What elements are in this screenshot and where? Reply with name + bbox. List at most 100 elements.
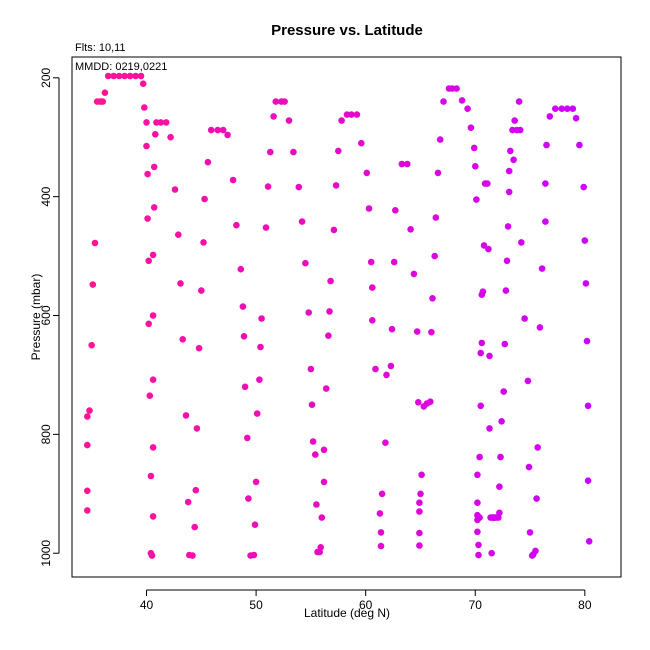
data-point-45 bbox=[177, 280, 184, 287]
data-point-73 bbox=[251, 521, 259, 528]
data-point-103 bbox=[322, 385, 330, 392]
data-point-109 bbox=[335, 147, 342, 155]
data-point-137 bbox=[416, 499, 423, 507]
data-point-219 bbox=[538, 265, 546, 272]
data-point-24 bbox=[144, 215, 151, 222]
data-point-68 bbox=[241, 383, 249, 391]
data-point-149 bbox=[432, 214, 440, 221]
y-axis-label: Pressure (mbar) bbox=[29, 274, 43, 361]
data-point-110 bbox=[338, 117, 345, 124]
data-point-218 bbox=[536, 324, 544, 331]
data-point-5 bbox=[88, 341, 95, 349]
data-point-75 bbox=[253, 410, 261, 417]
data-point-196 bbox=[502, 287, 510, 294]
data-point-106 bbox=[327, 277, 334, 285]
data-point-203 bbox=[510, 156, 517, 164]
data-point-199 bbox=[505, 188, 513, 196]
data-point-230 bbox=[580, 183, 587, 191]
plot-area-frame bbox=[71, 56, 622, 578]
data-point-220 bbox=[542, 218, 549, 225]
data-point-127 bbox=[387, 362, 395, 370]
data-point-63 bbox=[229, 176, 237, 184]
data-point-1 bbox=[84, 487, 91, 495]
data-point-72 bbox=[250, 551, 258, 559]
data-point-105 bbox=[326, 308, 333, 315]
data-point-197 bbox=[503, 257, 511, 265]
data-point-114 bbox=[358, 139, 365, 147]
data-point-190 bbox=[496, 509, 503, 517]
data-point-204 bbox=[511, 117, 518, 124]
data-point-91 bbox=[305, 309, 313, 316]
data-point-48 bbox=[184, 498, 192, 506]
data-point-145 bbox=[427, 398, 434, 406]
data-point-183 bbox=[488, 549, 496, 557]
data-point-125 bbox=[382, 439, 389, 447]
data-point-13 bbox=[110, 72, 117, 80]
x-tick-label: 40 bbox=[140, 598, 154, 612]
data-point-35 bbox=[149, 251, 157, 259]
data-point-226 bbox=[564, 105, 571, 112]
data-point-59 bbox=[207, 126, 215, 134]
data-point-78 bbox=[258, 315, 265, 322]
data-point-198 bbox=[504, 223, 512, 230]
data-point-206 bbox=[515, 98, 523, 105]
data-point-93 bbox=[308, 401, 316, 409]
data-point-162 bbox=[474, 471, 481, 479]
data-point-157 bbox=[464, 105, 471, 112]
data-point-123 bbox=[377, 542, 385, 550]
data-point-175 bbox=[479, 288, 487, 296]
data-point-52 bbox=[192, 486, 200, 494]
x-tick-label: 60 bbox=[359, 598, 373, 612]
data-point-222 bbox=[543, 141, 550, 149]
data-point-17 bbox=[132, 72, 139, 80]
flights-annotation: Flts: 10,11 bbox=[75, 42, 126, 54]
data-point-216 bbox=[533, 495, 540, 502]
data-point-74 bbox=[252, 478, 260, 486]
data-point-116 bbox=[365, 205, 373, 212]
data-point-225 bbox=[558, 105, 566, 112]
data-point-38 bbox=[152, 131, 159, 138]
data-point-87 bbox=[290, 148, 297, 156]
x-axis-ticks: 40 50 60 70 80 bbox=[140, 590, 592, 612]
data-point-141 bbox=[417, 490, 424, 498]
x-tick-label: 50 bbox=[249, 598, 263, 612]
data-point-6 bbox=[89, 281, 97, 288]
data-point-81 bbox=[267, 148, 274, 156]
data-point-89 bbox=[298, 218, 306, 225]
data-point-28 bbox=[147, 472, 155, 480]
data-point-227 bbox=[569, 105, 577, 112]
data-point-139 bbox=[416, 529, 423, 537]
data-point-46 bbox=[179, 336, 186, 343]
data-point-200 bbox=[505, 167, 513, 175]
data-point-53 bbox=[193, 425, 201, 432]
data-point-31 bbox=[149, 513, 157, 520]
data-point-156 bbox=[458, 97, 466, 104]
data-point-96 bbox=[313, 501, 320, 508]
data-point-221 bbox=[542, 180, 549, 187]
scatter-points bbox=[84, 72, 593, 559]
data-point-166 bbox=[474, 528, 481, 536]
data-point-60 bbox=[214, 126, 221, 134]
chart-title: Pressure vs. Latitude bbox=[271, 22, 423, 39]
data-point-34 bbox=[149, 312, 157, 319]
data-point-83 bbox=[272, 98, 280, 105]
data-point-210 bbox=[524, 377, 532, 385]
data-point-150 bbox=[434, 169, 442, 177]
x-tick-label: 80 bbox=[578, 598, 592, 612]
data-point-146 bbox=[428, 328, 435, 336]
y-tick-label: 800 bbox=[39, 424, 53, 444]
data-point-160 bbox=[472, 163, 479, 170]
data-point-229 bbox=[576, 141, 583, 149]
data-point-3 bbox=[84, 413, 91, 420]
data-point-11 bbox=[101, 89, 109, 96]
data-point-18 bbox=[137, 72, 145, 80]
data-point-152 bbox=[440, 98, 447, 105]
data-point-170 bbox=[476, 453, 483, 461]
data-point-57 bbox=[201, 195, 208, 203]
data-point-77 bbox=[257, 343, 264, 351]
data-point-136 bbox=[415, 399, 422, 406]
data-point-171 bbox=[477, 402, 485, 410]
data-point-130 bbox=[392, 207, 399, 214]
data-point-180 bbox=[486, 352, 493, 360]
